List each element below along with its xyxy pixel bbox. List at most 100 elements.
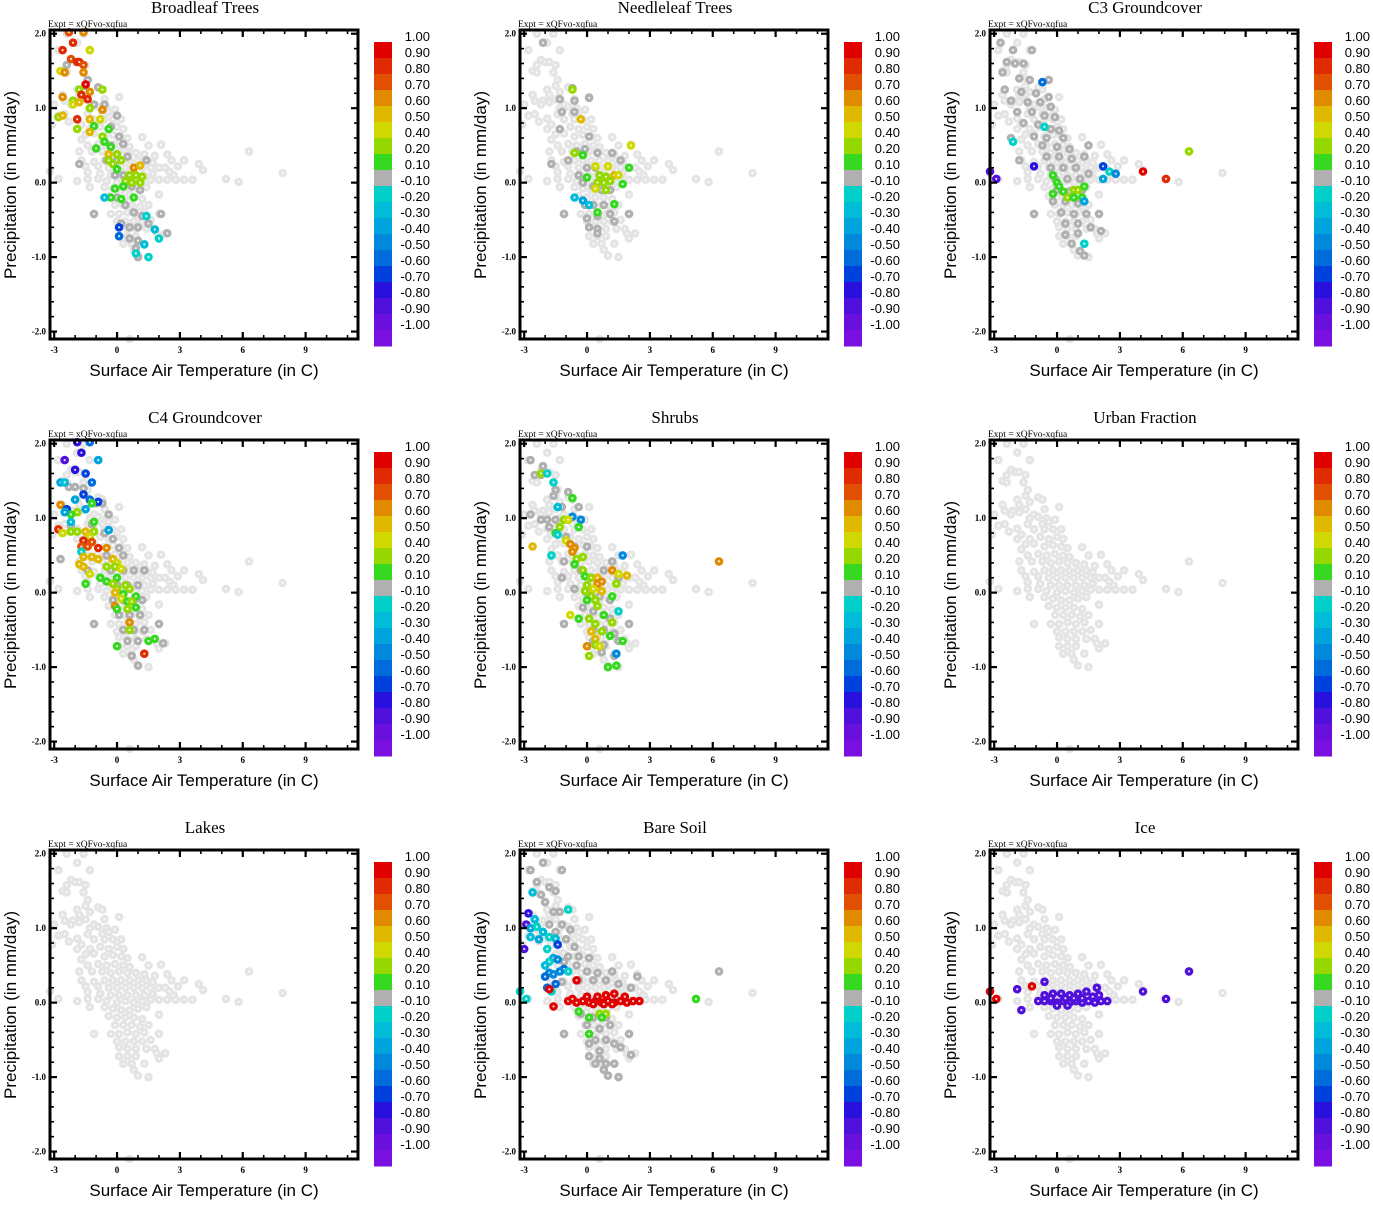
correlation-point-center (116, 168, 118, 170)
background-point-center (141, 546, 143, 548)
correlation-point-center (93, 531, 95, 533)
background-point-center (183, 999, 185, 1001)
colorbar-segment (1314, 580, 1332, 597)
colorbar-segment (374, 330, 392, 347)
background-point-center (150, 167, 152, 169)
background-point-center (592, 964, 594, 966)
correlation-point-center (590, 630, 592, 632)
neutral-point-center (630, 987, 632, 989)
neutral-point-center (1098, 213, 1100, 215)
background-point-center (557, 588, 559, 590)
correlation-point-center (1073, 196, 1075, 198)
colorbar-label: -0.10 (870, 583, 900, 598)
background-point-center (122, 1024, 124, 1026)
background-point-center (561, 150, 563, 152)
correlation-point-center (1083, 243, 1085, 245)
background-point-center (578, 577, 580, 579)
correlation-point-center (64, 481, 66, 483)
background-point-center (141, 198, 143, 200)
background-point-center (66, 443, 68, 445)
background-point-center (582, 938, 584, 940)
background-point-center (590, 118, 592, 120)
neutral-point-center (122, 174, 124, 176)
background-point-center (548, 61, 550, 63)
colorbar-segment (1314, 596, 1332, 613)
colorbar-segment (844, 452, 862, 469)
correlation-point-center (552, 1005, 554, 1007)
background-point-center (548, 504, 550, 506)
correlation-point-center (617, 573, 619, 575)
background-point-center (129, 146, 131, 148)
colorbar-segment (844, 202, 862, 219)
points-layer (986, 439, 1227, 753)
neutral-point-center (1069, 148, 1071, 150)
background-point-center (114, 963, 116, 965)
points-layer (516, 29, 757, 343)
background-point-center (135, 972, 137, 974)
background-point-center (76, 180, 78, 182)
correlation-point-center (615, 665, 617, 667)
correlation-point-center (145, 215, 147, 217)
background-point-center (997, 525, 999, 527)
correlation-point-center (116, 577, 118, 579)
colorbar-segment (844, 58, 862, 75)
background-point-center (1096, 642, 1098, 644)
colorbar-label: -0.30 (1340, 615, 1370, 630)
x-tick-label: -3 (50, 1165, 58, 1175)
background-point-center (1048, 521, 1050, 523)
correlation-point-center (82, 539, 84, 541)
colorbar-label: -0.50 (1340, 237, 1370, 252)
background-point-center (1083, 621, 1085, 623)
background-point-center (1016, 499, 1018, 501)
background-point-center (1075, 174, 1077, 176)
y-tick-label: 2.0 (35, 849, 47, 859)
background-point-center (1025, 474, 1027, 476)
background-point-center (89, 911, 91, 913)
colorbar-segment (844, 468, 862, 485)
background-point-center (225, 588, 227, 590)
colorbar-segment (844, 106, 862, 123)
correlation-point-center (64, 71, 66, 73)
correlation-point-center (588, 655, 590, 657)
colorbar-label: 1.00 (405, 29, 430, 44)
background-point-center (596, 137, 598, 139)
neutral-point-center (118, 614, 120, 616)
background-point-center (1004, 510, 1006, 512)
correlation-point-center (559, 526, 561, 528)
background-point-center (588, 235, 590, 237)
background-point-center (141, 987, 143, 989)
background-point-center (103, 979, 105, 981)
background-point-center (590, 569, 592, 571)
neutral-point-center (540, 894, 542, 896)
colorbar-label: -0.30 (1340, 205, 1370, 220)
background-point-center (76, 590, 78, 592)
correlation-point-center (601, 580, 603, 582)
correlation-point-center (108, 153, 110, 155)
background-point-center (158, 1033, 160, 1035)
background-point-center (145, 979, 147, 981)
correlation-point-center (135, 252, 137, 254)
correlation-point-center (72, 42, 74, 44)
background-point-center (661, 179, 663, 181)
background-point-center (106, 964, 108, 966)
background-point-center (158, 167, 160, 169)
background-point-center (634, 642, 636, 644)
x-tick-label: 6 (1181, 345, 1186, 355)
colorbar-segment (374, 644, 392, 661)
background-point-center (158, 589, 160, 591)
neutral-point-center (122, 629, 124, 631)
background-point-center (613, 1031, 615, 1033)
correlation-point-center (603, 614, 605, 616)
correlation-point-center (622, 183, 624, 185)
background-point-center (653, 179, 655, 181)
colorbar-segment (374, 138, 392, 155)
correlation-point-center (611, 595, 613, 597)
x-tick-label: 9 (303, 755, 308, 765)
background-point-center (1043, 528, 1045, 530)
background-point-center (154, 565, 156, 567)
background-point-center (126, 957, 128, 959)
background-point-center (1058, 623, 1060, 625)
y-tick-label: -2.0 (32, 1147, 47, 1157)
